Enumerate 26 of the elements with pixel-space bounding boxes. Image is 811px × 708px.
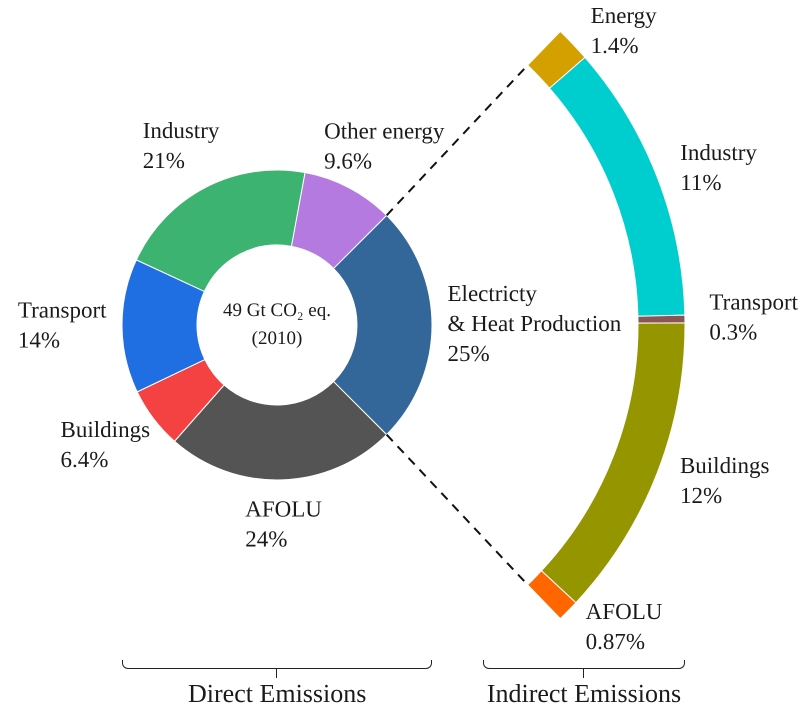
- data-label: 11%: [680, 170, 722, 195]
- data-label: 21%: [142, 148, 185, 173]
- data-label: 12%: [680, 483, 722, 508]
- slice-label: Electricty & Heat Production: [448, 281, 622, 336]
- slice-label: AFOLU: [245, 496, 322, 522]
- slice-label: AFOLU: [586, 598, 663, 624]
- data-label: 0.87%: [586, 628, 646, 654]
- text: 49 Gt CO₂ eq.: [223, 300, 331, 321]
- data-label: 9.6%: [324, 148, 372, 174]
- data-label: 6.4%: [60, 446, 108, 472]
- slice-label: Buildings: [60, 416, 150, 442]
- data-label: 14%: [18, 327, 60, 352]
- slice-label: Other energy: [324, 118, 445, 144]
- data-label: 25%: [448, 341, 490, 366]
- data-label: 24%: [245, 526, 288, 552]
- slice-label: Transport: [709, 290, 799, 315]
- data-label: 1.4%: [590, 33, 639, 58]
- slice-label: Buildings: [680, 453, 770, 478]
- data-label: 0.3%: [709, 320, 758, 345]
- text: Indirect Emissions: [486, 679, 682, 708]
- slice-label: Industry: [142, 118, 220, 143]
- slice-label: Energy: [590, 3, 658, 28]
- text: (2010): [252, 328, 302, 349]
- slice-label: Transport: [18, 297, 108, 322]
- slice-label: Industry: [680, 140, 758, 165]
- text: Direct Emissions: [188, 679, 366, 708]
